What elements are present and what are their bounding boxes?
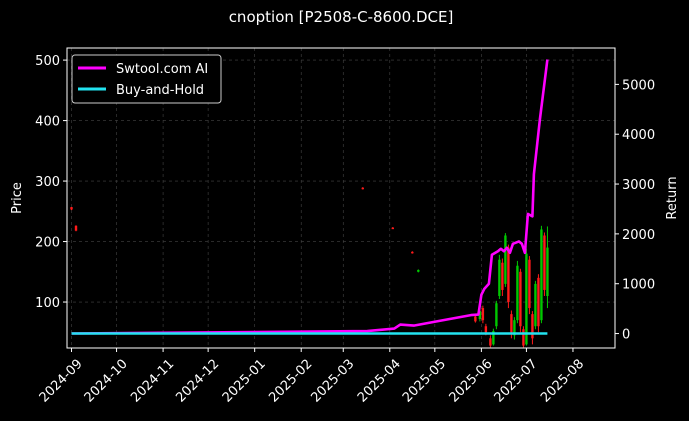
candle-body-6: [474, 316, 477, 322]
legend-hold-label: Buy-and-Hold: [116, 83, 204, 98]
legend-box: [71, 54, 222, 104]
candle-body-0: [70, 207, 73, 210]
candle-body-20: [519, 271, 522, 327]
return-lines: [71, 59, 549, 335]
candle-body-26: [537, 277, 540, 327]
candle-body-12: [495, 303, 498, 327]
candle-body-2: [361, 187, 364, 190]
candle-body-21: [522, 329, 525, 346]
left-tick-label-4: 500: [35, 54, 60, 69]
left-tick-label-0: 100: [35, 296, 60, 311]
left-axis: 100 200 300 400 500: [35, 54, 67, 311]
candle-body-23: [528, 259, 531, 309]
candle-body-11: [492, 331, 495, 345]
legend-ai-label: Swtool.com AI: [116, 62, 208, 77]
candle-body-17: [510, 314, 513, 333]
y-axis-label-left: Price: [10, 182, 25, 214]
candle-body-14: [501, 262, 504, 290]
candle-body-10: [489, 338, 492, 346]
candle-body-18: [513, 320, 516, 336]
candle-body-7: [478, 311, 482, 319]
right-tick-label-0: 0: [622, 328, 630, 343]
chart-title: cnoption [P2508-C-8600.DCE]: [229, 8, 454, 26]
candle-body-25: [534, 283, 537, 327]
right-axis: 0 1000 2000 3000 4000 5000: [615, 78, 655, 343]
candle-body-16: [507, 247, 510, 303]
candle-body-9: [484, 326, 488, 333]
candle-body-8: [481, 308, 485, 321]
legend: Swtool.com AI Buy-and-Hold: [71, 54, 222, 104]
candle-body-5: [417, 269, 420, 272]
right-tick-label-3: 3000: [622, 178, 655, 193]
right-tick-label-2: 2000: [622, 228, 655, 243]
left-tick-label-2: 300: [35, 175, 60, 190]
candle-body-15: [504, 235, 507, 284]
left-tick-label-3: 400: [35, 115, 60, 130]
candle-body-4: [411, 251, 414, 254]
candle-body-29: [546, 247, 549, 296]
right-tick-label-4: 4000: [622, 128, 655, 143]
left-tick-label-1: 200: [35, 236, 60, 251]
right-tick-label-1: 1000: [622, 278, 655, 293]
plot-frame: [66, 47, 616, 349]
candle-body-13: [498, 259, 501, 296]
candle-body-1: [74, 225, 78, 231]
y-axis-label-right: Return: [665, 176, 680, 219]
candle-body-22: [525, 253, 528, 345]
right-tick-label-5: 5000: [622, 78, 655, 93]
candle-body-24: [531, 314, 534, 339]
candle-body-3: [391, 227, 394, 230]
candle-body-19: [516, 265, 519, 321]
candle-body-27: [540, 229, 543, 321]
line-swtool-ai: [71, 59, 549, 335]
candle-body-28: [543, 235, 546, 290]
